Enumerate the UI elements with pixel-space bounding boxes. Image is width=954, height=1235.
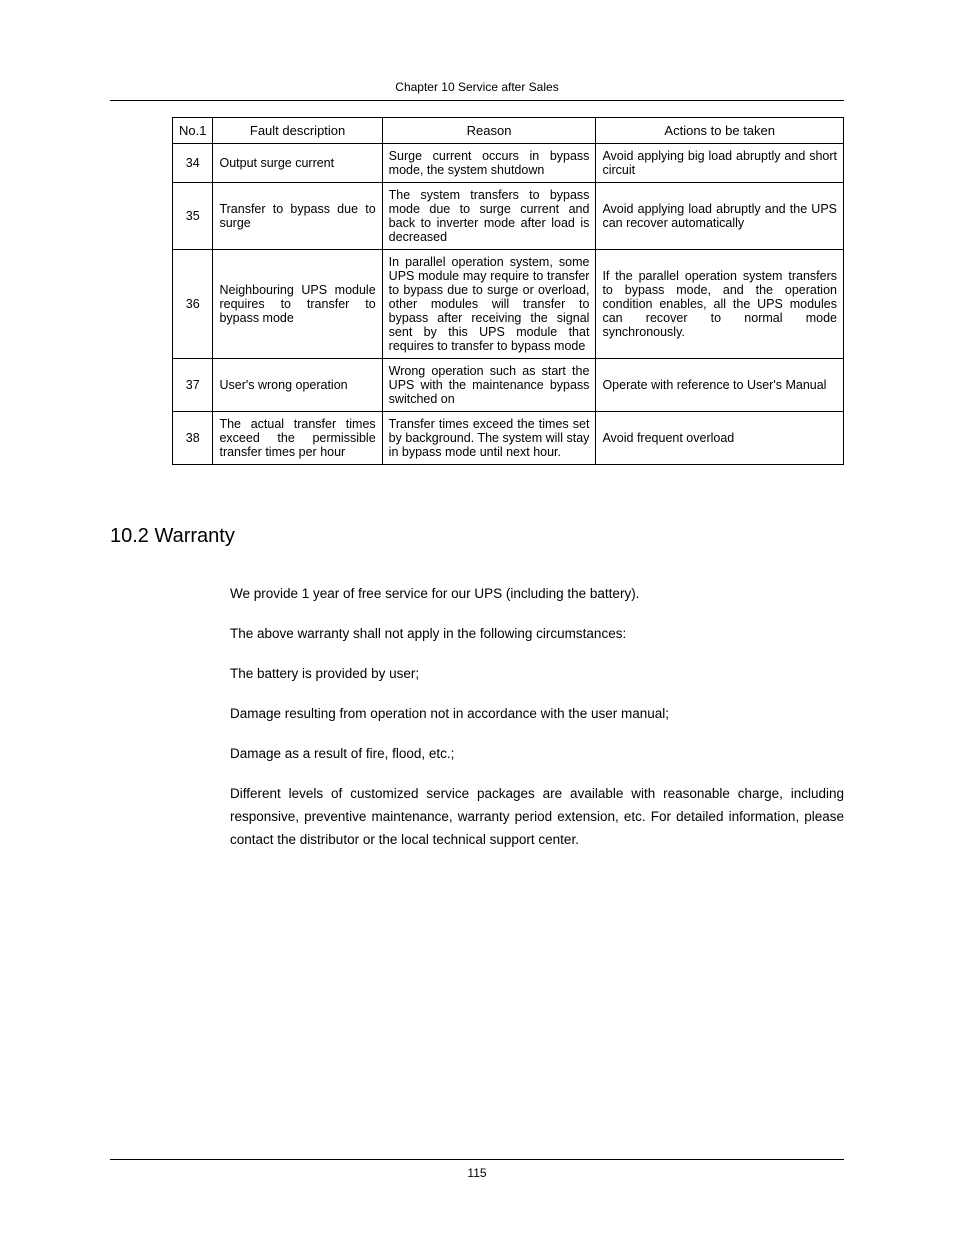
cell-fault: Output surge current [213, 144, 382, 183]
cell-action: Avoid applying load abruptly and the UPS… [596, 183, 844, 250]
warranty-paragraph: Damage as a result of fire, flood, etc.; [230, 743, 844, 766]
cell-reason: In parallel operation system, some UPS m… [382, 250, 596, 359]
table-row: 37 User's wrong operation Wrong operatio… [173, 359, 844, 412]
cell-action: Operate with reference to User's Manual [596, 359, 844, 412]
cell-fault: The actual transfer times exceed the per… [213, 412, 382, 465]
cell-action: Avoid applying big load abruptly and sho… [596, 144, 844, 183]
col-header-fault: Fault description [213, 118, 382, 144]
cell-action: If the parallel operation system transfe… [596, 250, 844, 359]
table-row: 38 The actual transfer times exceed the … [173, 412, 844, 465]
cell-no: 38 [173, 412, 213, 465]
page-footer: 115 [110, 1159, 844, 1180]
table-header-row: No.1 Fault description Reason Actions to… [173, 118, 844, 144]
warranty-paragraph: Different levels of customized service p… [230, 783, 844, 852]
warranty-paragraph: Damage resulting from operation not in a… [230, 703, 844, 726]
fault-table: No.1 Fault description Reason Actions to… [172, 117, 844, 465]
cell-reason: Wrong operation such as start the UPS wi… [382, 359, 596, 412]
cell-no: 36 [173, 250, 213, 359]
warranty-paragraph: The above warranty shall not apply in th… [230, 623, 844, 646]
table-row: 34 Output surge current Surge current oc… [173, 144, 844, 183]
section-heading: 10.2 Warranty [110, 525, 844, 548]
chapter-header: Chapter 10 Service after Sales [110, 80, 844, 101]
cell-reason: Surge current occurs in bypass mode, the… [382, 144, 596, 183]
warranty-paragraph: We provide 1 year of free service for ou… [230, 583, 844, 606]
warranty-paragraph: The battery is provided by user; [230, 663, 844, 686]
page-number: 115 [467, 1166, 486, 1180]
cell-reason: The system transfers to bypass mode due … [382, 183, 596, 250]
table-row: 35 Transfer to bypass due to surge The s… [173, 183, 844, 250]
col-header-reason: Reason [382, 118, 596, 144]
col-header-no: No.1 [173, 118, 213, 144]
cell-no: 35 [173, 183, 213, 250]
cell-fault: Neighbouring UPS module requires to tran… [213, 250, 382, 359]
chapter-title: Chapter 10 Service after Sales [395, 80, 558, 94]
table-row: 36 Neighbouring UPS module requires to t… [173, 250, 844, 359]
section-body: We provide 1 year of free service for ou… [230, 583, 844, 852]
cell-reason: Transfer times exceed the times set by b… [382, 412, 596, 465]
cell-fault: Transfer to bypass due to surge [213, 183, 382, 250]
page-container: Chapter 10 Service after Sales No.1 Faul… [0, 0, 954, 1235]
content-area: No.1 Fault description Reason Actions to… [110, 117, 844, 1159]
col-header-action: Actions to be taken [596, 118, 844, 144]
cell-no: 37 [173, 359, 213, 412]
cell-no: 34 [173, 144, 213, 183]
cell-fault: User's wrong operation [213, 359, 382, 412]
cell-action: Avoid frequent overload [596, 412, 844, 465]
